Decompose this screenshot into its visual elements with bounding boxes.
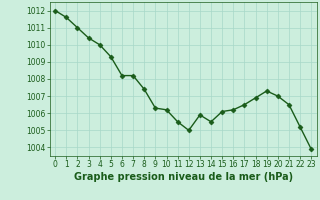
X-axis label: Graphe pression niveau de la mer (hPa): Graphe pression niveau de la mer (hPa) [74, 172, 293, 182]
